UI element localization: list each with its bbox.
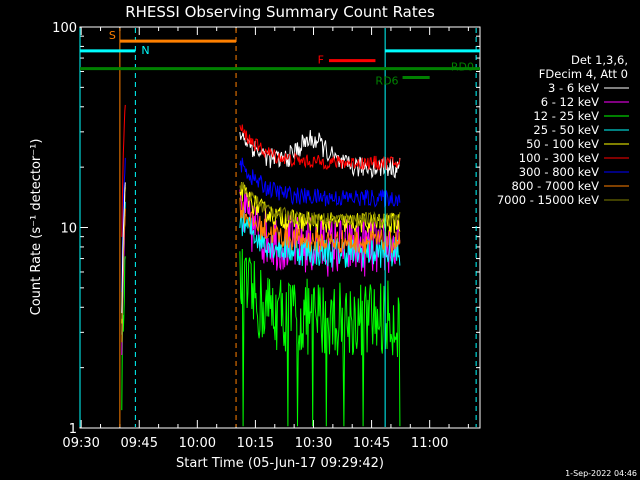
series-line xyxy=(239,248,401,427)
y-tick-label: 100 xyxy=(52,21,77,36)
x-tick-label: 09:45 xyxy=(121,436,158,451)
legend-header: Det 1,3,6, xyxy=(571,53,628,67)
y-tick-label: 10 xyxy=(60,222,77,237)
legend-entry-label: 6 - 12 keV xyxy=(541,95,599,109)
plot-frame xyxy=(79,26,481,429)
x-tick-label: 09:30 xyxy=(62,436,99,451)
series-line xyxy=(239,129,401,179)
x-tick-label: 10:15 xyxy=(237,436,274,451)
n-label: N xyxy=(141,44,149,57)
x-tick-label: 10:00 xyxy=(179,436,216,451)
x-tick-label: 10:45 xyxy=(353,436,390,451)
x-axis-label: Start Time (05-Jun-17 09:29:42) xyxy=(176,456,384,471)
series-line xyxy=(239,207,401,268)
legend-entry-label: 300 - 800 keV xyxy=(519,165,599,179)
plot-timestamp: 1-Sep-2022 04:46 xyxy=(565,469,637,478)
y-tick-label: 1 xyxy=(69,422,77,437)
x-tick-label: 10:30 xyxy=(295,436,332,451)
chart-title: RHESSI Observing Summary Count Rates xyxy=(125,3,435,21)
series-line xyxy=(239,124,401,171)
legend-entry-label: 7000 - 15000 keV xyxy=(497,193,599,207)
legend-entry-label: 25 - 50 keV xyxy=(533,123,599,137)
legend-entry-label: 800 - 7000 keV xyxy=(511,179,599,193)
series-line xyxy=(121,104,126,237)
series-line xyxy=(239,197,401,254)
legend-entry-label: 3 - 6 keV xyxy=(548,81,599,95)
x-tick-label: 11:00 xyxy=(411,436,448,451)
legend-entry-label: 12 - 25 keV xyxy=(533,109,599,123)
rd6-label: RD6 xyxy=(375,74,398,87)
f-label: F xyxy=(318,54,324,67)
plot-area: 1 10 100 09:30 09:45 10:00 10:15 10:30 10:45 11:0… xyxy=(52,21,481,451)
y-axis-label: Count Rate (s⁻¹ detector⁻¹) xyxy=(29,139,44,316)
s-label: S xyxy=(109,29,116,42)
legend-header: FDecim 4, Att 0 xyxy=(539,67,628,81)
legend-entry-label: 50 - 100 keV xyxy=(526,137,599,151)
series-line xyxy=(121,182,126,314)
series-line xyxy=(239,157,401,208)
rd0-label: RD0 xyxy=(451,61,474,74)
legend-entry-label: 100 - 300 keV xyxy=(519,151,599,165)
series-line xyxy=(239,181,401,228)
